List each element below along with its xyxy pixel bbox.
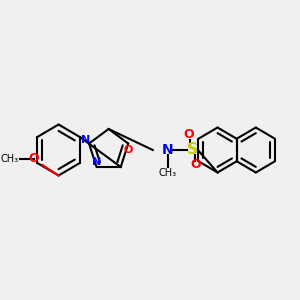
Text: CH₃: CH₃ (1, 154, 19, 164)
Text: N: N (92, 158, 101, 167)
Text: N: N (162, 143, 173, 157)
Text: N: N (81, 135, 90, 145)
Text: O: O (124, 145, 133, 154)
Text: O: O (184, 128, 194, 142)
Text: S: S (187, 142, 198, 158)
Text: O: O (28, 152, 39, 166)
Text: O: O (191, 158, 201, 172)
Text: CH₃: CH₃ (158, 167, 177, 178)
